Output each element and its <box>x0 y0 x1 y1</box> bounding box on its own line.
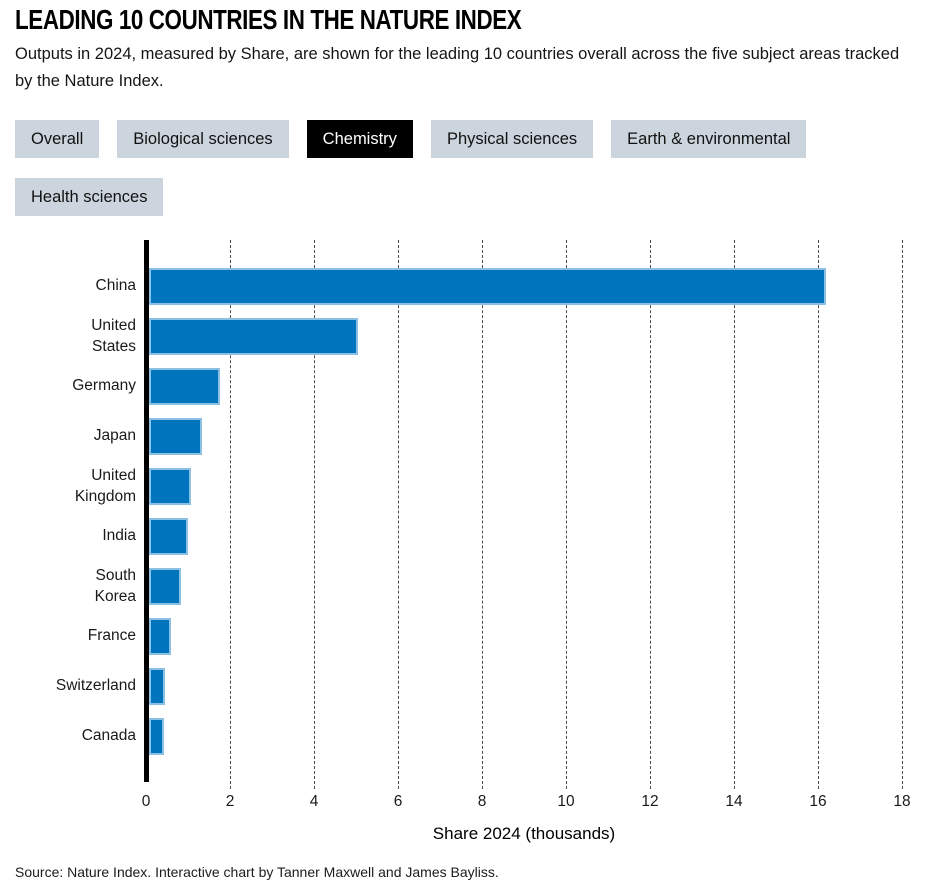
x-tick-6: 6 <box>393 793 403 810</box>
x-tick-0: 0 <box>141 793 151 810</box>
gridline-x-14 <box>734 240 735 789</box>
row-label-japan: Japan <box>93 427 136 445</box>
row-label-south-korea: South Korea <box>94 567 136 605</box>
gridline-x-2 <box>230 240 231 789</box>
bar-india[interactable] <box>149 518 188 555</box>
gridline-x-6 <box>398 240 399 789</box>
bar-chart: China United States Germany Japan United Kin… <box>0 240 943 850</box>
tab-physical-sciences[interactable]: Physical sciences <box>430 120 594 158</box>
x-tick-18: 18 <box>893 793 911 810</box>
bar-france[interactable] <box>149 618 172 655</box>
x-tick-16: 16 <box>809 793 827 810</box>
tab-biological-sciences[interactable]: Biological sciences <box>117 120 289 158</box>
bar-china[interactable] <box>149 268 827 305</box>
subject-tabs: Overall Biological sciences Chemistry Ph… <box>15 120 928 216</box>
tab-overall[interactable]: Overall <box>15 120 100 158</box>
gridline-x-4 <box>314 240 315 789</box>
row-label-china: China <box>95 277 137 295</box>
gridline-x-18 <box>902 240 903 789</box>
gridline-x-8 <box>482 240 483 789</box>
source-line: Source: Nature Index. Interactive chart … <box>15 864 499 880</box>
x-tick-10: 10 <box>557 793 575 810</box>
bar-germany[interactable] <box>149 368 220 405</box>
gridline-x-10 <box>566 240 567 789</box>
x-tick-4: 4 <box>309 793 319 810</box>
tab-chemistry[interactable]: Chemistry <box>306 120 413 158</box>
bar-switzerland[interactable] <box>149 668 165 705</box>
row-label-united-kingdom: United Kingdom <box>74 467 136 505</box>
bar-japan[interactable] <box>149 418 202 455</box>
bar-united-kingdom[interactable] <box>149 468 191 505</box>
x-tick-2: 2 <box>225 793 235 810</box>
bar-united-states[interactable] <box>149 318 359 355</box>
gridline-x-16 <box>818 240 819 789</box>
page-title: LEADING 10 COUNTRIES IN THE NATURE INDEX <box>15 4 522 35</box>
tab-health-sciences[interactable]: Health sciences <box>15 178 164 216</box>
x-tick-12: 12 <box>641 793 659 810</box>
tab-earth-environmental[interactable]: Earth & environmental <box>611 120 807 158</box>
bar-south-korea[interactable] <box>149 568 181 605</box>
row-label-germany: Germany <box>72 377 136 395</box>
bar-canada[interactable] <box>149 718 165 755</box>
row-label-france: France <box>87 627 136 645</box>
x-tick-14: 14 <box>725 793 743 810</box>
x-axis-title: Share 2024 (thousands) <box>432 824 616 843</box>
gridline-x-12 <box>650 240 651 789</box>
y-axis-line <box>144 240 149 782</box>
row-label-canada: Canada <box>81 727 136 745</box>
row-label-india: India <box>102 527 136 545</box>
x-tick-8: 8 <box>477 793 487 810</box>
row-label-switzerland: Switzerland <box>55 677 136 695</box>
page-subtitle: Outputs in 2024, measured by Share, are … <box>15 45 900 90</box>
row-label-united-states: United States <box>91 317 136 355</box>
